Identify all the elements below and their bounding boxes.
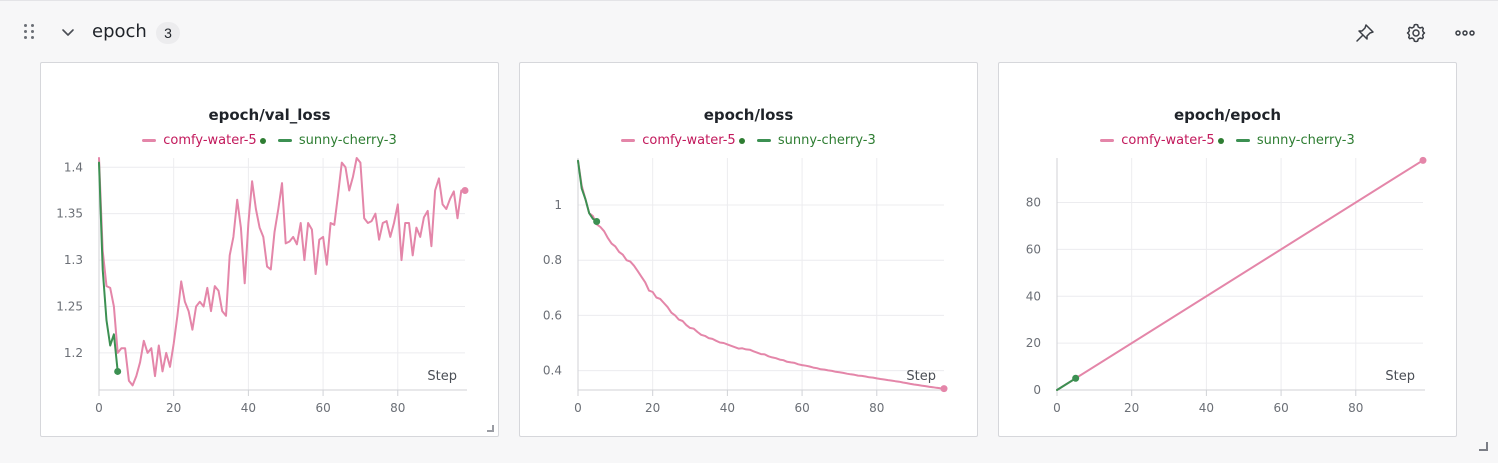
- x-tick-label: 20: [166, 401, 181, 415]
- series-line-comfy-water-5: [98, 157, 466, 387]
- legend-item-sunny-cherry-3[interactable]: sunny-cherry-3: [277, 133, 397, 148]
- y-tick-label: 1.3: [64, 253, 83, 267]
- chart-legend: comfy-water-5 sunny-cherry-3: [520, 131, 977, 148]
- series-line-sunny-cherry-3: [98, 161, 119, 373]
- y-tick-label: 1.25: [56, 299, 83, 313]
- series-line-comfy-water-5: [577, 159, 945, 390]
- legend-item-comfy-water-5[interactable]: comfy-water-5: [1100, 133, 1224, 148]
- y-tick-label: 0.6: [543, 308, 562, 322]
- x-axis-label: Step: [1385, 369, 1415, 384]
- y-tick-label: 80: [1026, 196, 1041, 210]
- chart-legend: comfy-water-5 sunny-cherry-3: [41, 131, 498, 148]
- series-endpoint-comfy-water-5: [940, 385, 948, 393]
- drag-handle-icon[interactable]: [22, 23, 38, 41]
- x-tick-label: 40: [720, 401, 735, 415]
- chart-plot: 0 20 40 60 80 0 20 40 60 80 Step: [1026, 156, 1427, 415]
- y-tick-label: 20: [1026, 336, 1041, 350]
- section-title: epoch: [92, 21, 147, 42]
- series-endpoint-comfy-water-5: [461, 186, 469, 194]
- legend-item-sunny-cherry-3[interactable]: sunny-cherry-3: [756, 133, 876, 148]
- y-tick-label: 40: [1026, 289, 1041, 303]
- chart-title: epoch/loss: [703, 106, 794, 124]
- more-horizontal-icon[interactable]: [1453, 21, 1477, 45]
- x-tick-label: 0: [95, 401, 103, 415]
- section-resize-handle[interactable]: [1479, 442, 1488, 451]
- x-tick-label: 40: [1199, 401, 1214, 415]
- series-endpoint-comfy-water-5: [1419, 156, 1427, 164]
- y-tick-label: 1.4: [64, 160, 83, 174]
- x-tick-label: 40: [241, 401, 256, 415]
- y-tick-label: 1: [554, 198, 562, 212]
- x-tick-label: 20: [645, 401, 660, 415]
- legend-item-sunny-cherry-3[interactable]: sunny-cherry-3: [1235, 133, 1355, 148]
- x-axis-label: Step: [427, 369, 457, 384]
- chart-panel-loss[interactable]: 0.4 0.6 0.8 1 0 20 40 60 80 Step epoch/loss comfy…: [519, 62, 978, 437]
- y-tick-label: 60: [1026, 242, 1041, 256]
- y-tick-label: 0.8: [543, 253, 562, 267]
- series-endpoint-sunny-cherry-3: [1072, 374, 1080, 382]
- chart-plot: 0.4 0.6 0.8 1 0 20 40 60 80 Step: [543, 158, 948, 415]
- gear-icon[interactable]: [1404, 21, 1428, 45]
- y-tick-label: 0: [1033, 383, 1041, 397]
- x-tick-label: 80: [869, 401, 884, 415]
- legend-item-comfy-water-5[interactable]: comfy-water-5: [142, 133, 266, 148]
- series-line-sunny-cherry-3: [577, 159, 598, 223]
- chart-legend: comfy-water-5 sunny-cherry-3: [999, 131, 1456, 148]
- x-tick-label: 80: [1348, 401, 1363, 415]
- x-tick-label: 20: [1124, 401, 1139, 415]
- x-tick-label: 60: [1273, 401, 1288, 415]
- series-line-sunny-cherry-3: [1056, 377, 1077, 391]
- y-tick-label: 0.4: [543, 364, 562, 378]
- legend-item-comfy-water-5[interactable]: comfy-water-5: [621, 133, 745, 148]
- series-endpoint-sunny-cherry-3: [114, 367, 122, 375]
- y-tick-label: 1.35: [56, 207, 83, 221]
- chart-plot: 1.2 1.25 1.3 1.35 1.4 0 20 40 60 80 Step: [56, 157, 469, 415]
- panel-resize-handle[interactable]: [487, 425, 494, 432]
- chart-panel-val-loss[interactable]: 1.2 1.25 1.3 1.35 1.4 0 20 40 60 80 Step epoch/val…: [40, 62, 499, 437]
- x-axis-label: Step: [906, 369, 936, 384]
- chart-title: epoch/val_loss: [208, 106, 331, 124]
- pin-icon[interactable]: [1353, 21, 1377, 45]
- chart-title: epoch/epoch: [1173, 106, 1282, 124]
- series-endpoint-sunny-cherry-3: [593, 218, 601, 226]
- series-line-comfy-water-5: [1056, 159, 1424, 391]
- y-tick-label: 1.2: [64, 346, 83, 360]
- panel-count-badge: 3: [156, 22, 180, 44]
- x-tick-label: 0: [574, 401, 582, 415]
- x-tick-label: 60: [315, 401, 330, 415]
- x-tick-label: 0: [1053, 401, 1061, 415]
- x-tick-label: 60: [794, 401, 809, 415]
- chevron-down-icon[interactable]: [58, 23, 78, 43]
- x-tick-label: 80: [390, 401, 405, 415]
- panel-section-header: epoch 3: [0, 1, 1498, 61]
- chart-panel-epoch[interactable]: 0 20 40 60 80 0 20 40 60 80 Step epoch/epoch comfy…: [998, 62, 1457, 437]
